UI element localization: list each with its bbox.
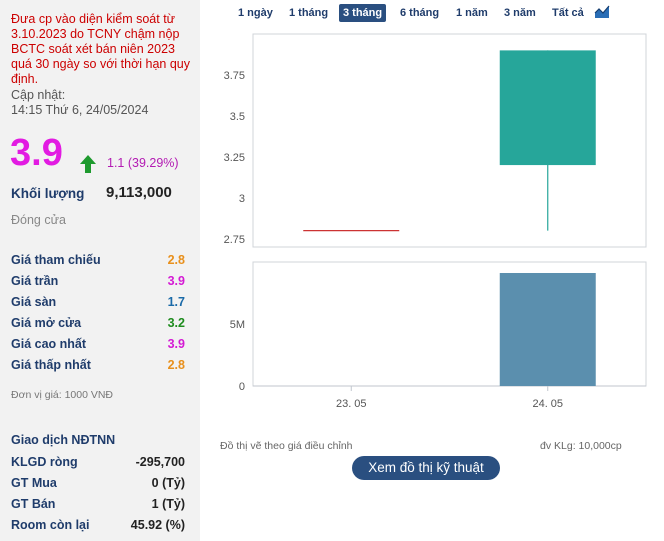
foreign-label-room: Room còn lại (11, 518, 90, 532)
price-pane (252, 33, 647, 248)
stat-label-floor: Giá sàn (11, 295, 57, 309)
warning-notice: Đưa cp vào diện kiểm soát từ 3.10.2023 d… (11, 12, 191, 86)
volume-bar-1 (499, 272, 596, 386)
stat-value-high: 3.9 (167, 337, 185, 351)
price-tick-label-0: 2.75 (224, 234, 245, 246)
tab-1-day[interactable]: 1 ngày (238, 7, 273, 19)
foreign-label-buy-value: GT Mua (11, 476, 57, 490)
volume-unit-note: đv KLg: 10,000cp (540, 440, 622, 452)
price-tick-label-3: 3.5 (230, 111, 245, 123)
foreign-value-net-volume: -295,700 (135, 455, 185, 469)
price-tick-label-1: 3 (239, 193, 245, 205)
x-tick-label-0: 23. 05 (336, 398, 367, 410)
foreign-value-room: 45.92 (%) (130, 518, 185, 532)
tab-all[interactable]: Tất cả (552, 7, 584, 19)
current-price: 3.9 (10, 132, 63, 174)
chart-marks (303, 50, 596, 386)
foreign-value-buy-value: 0 (Tỷ) (151, 476, 185, 490)
volume-tick-label-0: 0 (239, 381, 245, 393)
x-tick-label-1: 24. 05 (532, 398, 563, 410)
updated-label: Cập nhật: (11, 88, 66, 102)
candle-body-1 (499, 50, 596, 166)
tab-6-months[interactable]: 6 tháng (400, 7, 440, 19)
stock-info-panel: Đưa cp vào diện kiểm soát từ 3.10.2023 d… (0, 0, 200, 541)
updated-time: 14:15 Thứ 6, 24/05/2024 (11, 103, 149, 117)
adjusted-price-note: Đồ thị vẽ theo giá điều chỉnh (220, 440, 353, 452)
foreign-label-net-volume: KLGD ròng (11, 455, 78, 469)
price-tick-label-2: 3.25 (224, 152, 245, 164)
stat-value-reference: 2.8 (167, 253, 185, 267)
tab-3-months[interactable]: 3 tháng (339, 4, 387, 22)
chart-axis-labels: 2.75 3 3.25 3.5 3.75 0 5M 23. 05 24. 05 (224, 70, 563, 410)
foreign-trading-title: Giao dịch NĐTNN (11, 433, 116, 447)
volume-label: Khối lượng (11, 186, 85, 201)
price-tick-label-4: 3.75 (224, 70, 245, 82)
up-arrow-icon (80, 155, 96, 173)
stat-value-floor: 1.7 (167, 295, 185, 309)
price-change: 1.1 (39.29%) (107, 156, 179, 170)
foreign-value-sell-value: 1 (Tỷ) (151, 497, 185, 511)
area-chart-icon[interactable] (594, 4, 610, 19)
stat-value-open: 3.2 (167, 316, 185, 330)
stat-label-ceiling: Giá trần (11, 274, 59, 288)
tab-3-years[interactable]: 3 năm (504, 7, 536, 19)
stat-label-high: Giá cao nhất (11, 337, 87, 351)
tab-1-year[interactable]: 1 năm (456, 7, 488, 19)
foreign-label-sell-value: GT Bán (11, 497, 56, 511)
volume-tick-label-1: 5M (230, 319, 245, 331)
technical-chart-button[interactable]: Xem đồ thị kỹ thuật (352, 456, 500, 480)
stat-value-low: 2.8 (167, 358, 185, 372)
stat-label-reference: Giá tham chiếu (11, 253, 101, 267)
stat-label-low: Giá thấp nhất (11, 358, 91, 372)
price-volume-chart: 2.75 3 3.25 3.5 3.75 0 5M 23. 05 24. 05 (224, 33, 647, 410)
stat-label-open: Giá mở cửa (11, 316, 82, 330)
volume-value: 9,113,000 (106, 184, 172, 201)
tab-1-month[interactable]: 1 tháng (289, 7, 329, 19)
trading-status: Đóng cửa (11, 213, 66, 227)
stat-value-ceiling: 3.9 (167, 274, 185, 288)
unit-note: Đơn vị giá: 1000 VNĐ (11, 389, 114, 401)
